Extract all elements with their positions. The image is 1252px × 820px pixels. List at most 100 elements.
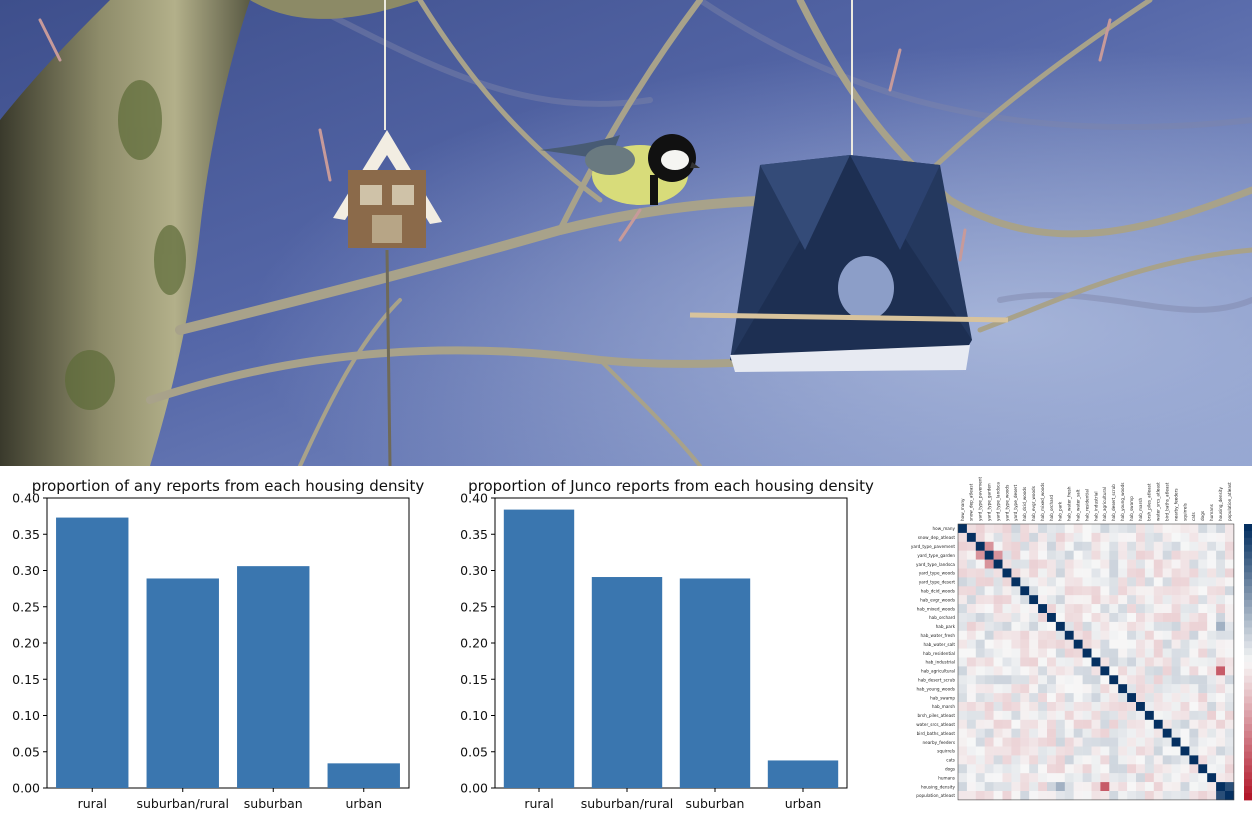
heatmap-cell <box>1002 693 1012 703</box>
heatmap-cell <box>1109 541 1119 551</box>
heatmap-cell <box>1153 755 1163 765</box>
heatmap-cell <box>958 630 968 640</box>
heatmap-cell <box>1011 666 1021 676</box>
heatmap-cell <box>1038 666 1048 676</box>
heatmap-cell <box>1073 755 1083 765</box>
heatmap-cell <box>1207 586 1217 596</box>
heatmap-cell <box>975 746 985 756</box>
heatmap-cell <box>1011 693 1021 703</box>
heatmap-cell <box>1171 755 1181 765</box>
heatmap-cell <box>966 648 976 658</box>
heatmap-cell <box>1011 532 1021 542</box>
heatmap-cell <box>1225 568 1235 578</box>
heatmap-cell <box>958 639 968 649</box>
heatmap-cell <box>975 728 985 738</box>
heatmap-cell <box>1153 621 1163 631</box>
heatmap-cell <box>1020 782 1030 792</box>
heatmap-row-label: water_srcs_atleast <box>916 722 955 727</box>
heatmap-cell <box>1011 550 1021 560</box>
heatmap-cell <box>984 586 994 596</box>
heatmap-cell <box>1118 684 1128 694</box>
heatmap-cell <box>1064 604 1074 614</box>
heatmap-cell <box>975 702 985 712</box>
heatmap-cell <box>1055 764 1065 774</box>
heatmap-col-label: dogs <box>1200 511 1205 521</box>
bar-urban <box>767 760 839 788</box>
heatmap-cell <box>984 746 994 756</box>
heatmap-row-label: snow_dep_atleast <box>918 535 956 540</box>
heatmap-cell <box>1171 613 1181 623</box>
heatmap-cell <box>958 737 968 747</box>
heatmap-cell <box>1011 728 1021 738</box>
heatmap-cell <box>1038 684 1048 694</box>
heatmap-cell <box>1038 630 1048 640</box>
heatmap-cell <box>1153 764 1163 774</box>
heatmap-cell <box>1207 791 1217 801</box>
heatmap-cell <box>1118 586 1128 596</box>
heatmap-cell <box>1020 719 1030 729</box>
heatmap-cell <box>984 710 994 720</box>
heatmap-cell <box>1225 666 1235 676</box>
heatmap-cell <box>984 737 994 747</box>
heatmap-row-label: squirrels <box>937 749 955 754</box>
heatmap-cell <box>984 719 994 729</box>
heatmap-cell <box>1091 524 1101 534</box>
heatmap-cell <box>1064 524 1074 534</box>
heatmap-cell <box>1047 595 1057 605</box>
heatmap-cell <box>1136 621 1146 631</box>
heatmap-cell <box>1002 550 1012 560</box>
heatmap-cell <box>1038 621 1048 631</box>
heatmap-cell <box>1127 639 1137 649</box>
heatmap-cell <box>1153 568 1163 578</box>
heatmap-cell <box>1038 764 1048 774</box>
heatmap-cell <box>993 773 1003 783</box>
heatmap-cell <box>966 595 976 605</box>
heatmap-row-label: hab_water_salt <box>923 642 955 647</box>
heatmap-cell <box>1153 595 1163 605</box>
heatmap-cell <box>1127 630 1137 640</box>
heatmap-cell <box>1029 710 1039 720</box>
heatmap-cell <box>1082 693 1092 703</box>
heatmap-cell <box>1011 524 1021 534</box>
heatmap-cell <box>1153 559 1163 569</box>
heatmap-cell <box>1064 532 1074 542</box>
heatmap-cell <box>966 666 976 676</box>
heatmap-cell <box>1225 524 1235 534</box>
heatmap-cell <box>958 764 968 774</box>
heatmap-cell <box>1091 693 1101 703</box>
heatmap-cell <box>1029 693 1039 703</box>
heatmap-cell <box>1073 675 1083 685</box>
heatmap-cell <box>1189 613 1199 623</box>
heatmap-cell <box>1109 666 1119 676</box>
heatmap-cell <box>1127 764 1137 774</box>
heatmap-cell <box>1171 532 1181 542</box>
heatmap-cell <box>1180 524 1190 534</box>
heatmap-row-label: hab_agricultural <box>921 669 955 674</box>
heatmap-cell <box>958 710 968 720</box>
heatmap-cell <box>1047 550 1057 560</box>
heatmap-col-label: water_srcs_atleast <box>1156 482 1161 521</box>
heatmap-cell <box>1189 648 1199 658</box>
heatmap-cell <box>993 595 1003 605</box>
heatmap-cell <box>1047 541 1057 551</box>
heatmap-cell <box>1198 550 1208 560</box>
heatmap-cell <box>1189 791 1199 801</box>
heatmap-cell <box>1055 532 1065 542</box>
heatmap-cell <box>958 613 968 623</box>
heatmap-cell <box>1082 764 1092 774</box>
heatmap-cell <box>1002 791 1012 801</box>
colorbar-segment <box>1244 737 1252 746</box>
heatmap-cell <box>993 639 1003 649</box>
bar-rural <box>56 517 129 788</box>
heatmap-cell <box>1020 675 1030 685</box>
heatmap-cell <box>1207 568 1217 578</box>
heatmap-cell <box>958 595 968 605</box>
heatmap-cell <box>1002 639 1012 649</box>
heatmap-cell <box>1144 684 1154 694</box>
heatmap-cell <box>1029 532 1039 542</box>
heatmap-cell <box>1198 630 1208 640</box>
heatmap-cell <box>1144 719 1154 729</box>
heatmap-cell <box>1153 710 1163 720</box>
colorbar-segment <box>1244 524 1252 532</box>
heatmap-cell <box>1011 604 1021 614</box>
